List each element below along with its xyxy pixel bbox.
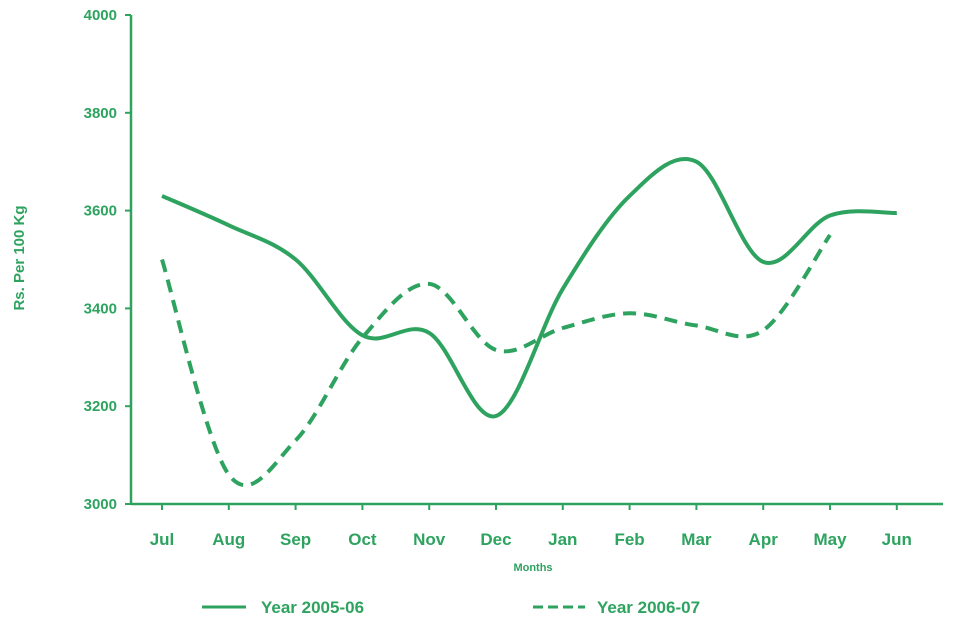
x-tick-label: Jan: [548, 530, 577, 549]
x-tick-label: Mar: [681, 530, 712, 549]
x-tick-label: Apr: [749, 530, 779, 549]
y-axis-label: Rs. Per 100 Kg: [11, 205, 28, 310]
y-tick-label: 4000: [84, 7, 117, 24]
x-tick-label: Jun: [882, 530, 912, 549]
x-tick-label: Oct: [348, 530, 377, 549]
y-tick-label: 3000: [84, 496, 117, 513]
x-tick-label: Dec: [480, 530, 511, 549]
series-lines: [160, 157, 897, 488]
x-tick-label: Aug: [212, 530, 245, 549]
series-line-solid: [161, 157, 897, 419]
x-axis-label: Months: [513, 562, 552, 574]
x-tick-label: Feb: [614, 530, 644, 549]
legend-label: Year 2006-07: [597, 598, 700, 617]
x-axis-ticks: Jul Aug Sep Oct Nov Dec Jan Feb Mar Apr May Jun: [150, 504, 912, 549]
x-tick-label: May: [813, 530, 847, 549]
legend: Year 2005-06 Year 2006-07: [202, 598, 700, 617]
legend-label: Year 2005-06: [261, 598, 364, 617]
x-tick-label: Sep: [280, 530, 311, 549]
y-axis-ticks: 3000 3200 3400 3600 3800 4000: [84, 7, 131, 513]
series-line-dashed: [160, 233, 832, 488]
y-tick-label: 3200: [84, 398, 117, 415]
y-tick-label: 3600: [84, 203, 117, 220]
x-tick-label: Nov: [413, 530, 446, 549]
y-tick-label: 3400: [84, 300, 117, 317]
axes: [129, 15, 943, 506]
y-tick-label: 3800: [84, 105, 117, 122]
x-tick-label: Jul: [150, 530, 175, 549]
